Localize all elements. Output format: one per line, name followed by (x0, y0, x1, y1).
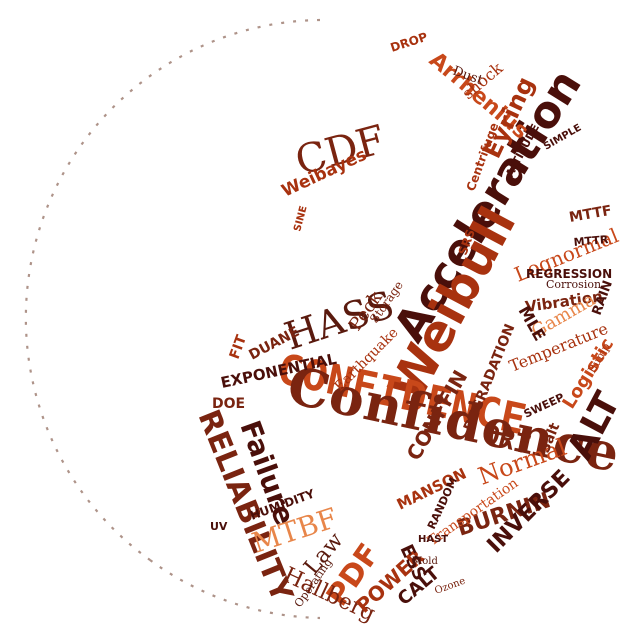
word-fit: FIT (227, 333, 251, 362)
word-uv: UV (210, 520, 228, 533)
word-hast: HAST (418, 534, 448, 545)
word-regression: REGRESSION (526, 267, 612, 281)
word-mttf: MTTF (568, 203, 613, 226)
word-corrosion: Corrosion (546, 278, 601, 291)
word-manson: MANSON (394, 464, 469, 513)
word-doe: DOE (212, 396, 245, 412)
outline-ring (24, 18, 321, 620)
word-sine: SINE (292, 205, 309, 233)
word-mold: Mold (412, 556, 438, 567)
word-drop: DROP (389, 30, 430, 55)
word-mttr: MTTR (573, 233, 609, 249)
